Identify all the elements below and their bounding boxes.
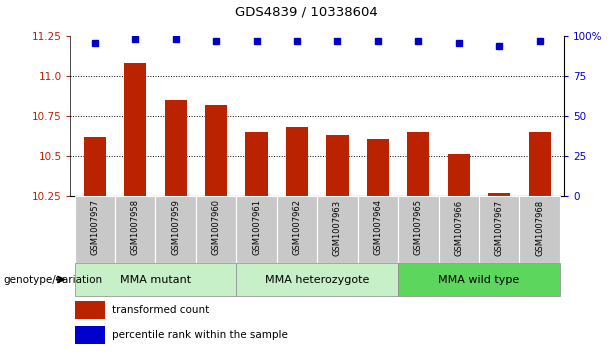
Text: transformed count: transformed count: [112, 305, 210, 315]
Bar: [237, 196, 277, 263]
Text: GSM1007959: GSM1007959: [171, 199, 180, 255]
Text: MMA mutant: MMA mutant: [120, 274, 191, 285]
Bar: [367, 139, 389, 196]
Bar: [318, 196, 357, 263]
Bar: [75, 263, 237, 296]
Bar: [447, 155, 470, 196]
Bar: [519, 196, 560, 263]
Text: genotype/variation: genotype/variation: [3, 274, 102, 285]
Text: percentile rank within the sample: percentile rank within the sample: [112, 330, 288, 340]
Bar: [277, 196, 318, 263]
Bar: [75, 326, 105, 344]
Bar: [286, 127, 308, 196]
Bar: [237, 263, 398, 296]
Bar: [205, 105, 227, 196]
Text: GSM1007966: GSM1007966: [454, 199, 463, 256]
Text: MMA heterozygote: MMA heterozygote: [265, 274, 370, 285]
Bar: [196, 196, 237, 263]
Bar: [488, 193, 511, 196]
Bar: [124, 64, 147, 196]
Bar: [156, 196, 196, 263]
Bar: [245, 132, 268, 196]
Bar: [164, 100, 187, 196]
Text: GSM1007968: GSM1007968: [535, 199, 544, 256]
Text: GSM1007964: GSM1007964: [373, 199, 383, 256]
Bar: [115, 196, 156, 263]
Bar: [479, 196, 519, 263]
Text: GDS4839 / 10338604: GDS4839 / 10338604: [235, 5, 378, 19]
Bar: [398, 196, 438, 263]
Bar: [528, 132, 551, 196]
Bar: [357, 196, 398, 263]
Text: GSM1007963: GSM1007963: [333, 199, 342, 256]
Text: GSM1007967: GSM1007967: [495, 199, 504, 256]
Text: GSM1007965: GSM1007965: [414, 199, 423, 256]
Bar: [75, 196, 115, 263]
Text: GSM1007957: GSM1007957: [90, 199, 99, 256]
Bar: [398, 263, 560, 296]
Bar: [438, 196, 479, 263]
Text: GSM1007961: GSM1007961: [252, 199, 261, 256]
Text: GSM1007962: GSM1007962: [292, 199, 302, 256]
Bar: [407, 132, 430, 196]
Bar: [83, 137, 106, 196]
Bar: [326, 135, 349, 196]
Text: GSM1007960: GSM1007960: [211, 199, 221, 256]
Text: MMA wild type: MMA wild type: [438, 274, 520, 285]
Bar: [75, 301, 105, 319]
Text: GSM1007958: GSM1007958: [131, 199, 140, 256]
